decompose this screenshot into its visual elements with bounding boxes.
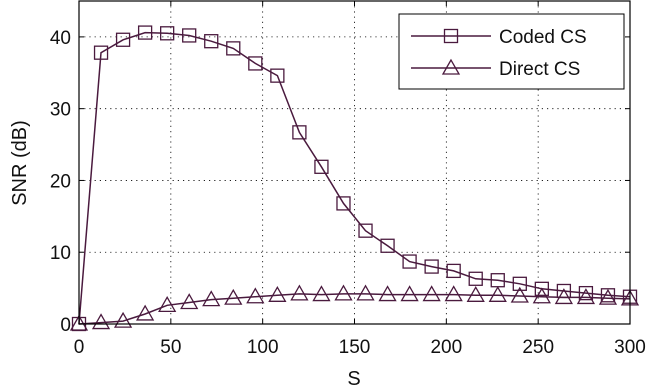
series-line (78, 31, 631, 325)
triangle-marker (422, 285, 441, 302)
x-tick-label: 300 (614, 337, 646, 358)
triangle-marker (576, 288, 596, 305)
square-marker (600, 288, 616, 303)
triangle-marker (312, 285, 331, 302)
square-marker (336, 196, 351, 211)
triangle-marker (202, 290, 221, 307)
square-marker (160, 26, 175, 41)
triangle-marker (113, 311, 133, 328)
triangle-marker (158, 296, 177, 312)
square-marker (226, 41, 241, 56)
triangle-marker (510, 286, 529, 303)
square-marker (512, 276, 527, 291)
legend-square-marker (443, 28, 459, 44)
square-marker (468, 271, 483, 286)
x-tick-label: 200 (430, 337, 462, 358)
square-marker (314, 159, 329, 174)
legend-label: Coded CS (499, 27, 587, 48)
x-axis-label: S (347, 368, 360, 389)
y-tick-label: 40 (50, 28, 71, 49)
triangle-marker (400, 285, 419, 302)
square-marker (204, 34, 219, 49)
square-marker (93, 45, 109, 60)
triangle-marker (290, 284, 309, 301)
triangle-marker (554, 288, 574, 305)
legend: Coded CS Direct CS (398, 13, 625, 90)
x-tick-label: 150 (339, 337, 371, 358)
triangle-marker (532, 287, 551, 304)
square-marker (358, 223, 373, 238)
square-marker (578, 285, 594, 301)
triangle-marker (488, 285, 507, 302)
square-marker (115, 32, 131, 47)
square-marker (424, 259, 439, 274)
y-axis-label: SNR (dB) (9, 120, 31, 206)
square-marker (446, 263, 461, 279)
triangle-marker (91, 313, 111, 330)
y-tick-label: 0 (60, 315, 71, 336)
triangle-marker (598, 288, 618, 305)
triangle-marker (180, 293, 199, 310)
square-marker (270, 68, 285, 83)
square-marker (137, 25, 153, 40)
series-direct-cs (69, 284, 640, 331)
legend-label: Direct CS (499, 59, 580, 80)
square-marker (534, 281, 549, 296)
triangle-marker (135, 304, 155, 321)
square-marker (380, 238, 395, 253)
legend-box (398, 13, 625, 90)
ticks: 0 50 100 150 200 250 300 0 10 20 30 40 (50, 1, 646, 358)
square-marker (292, 125, 307, 140)
x-tick-label: 250 (522, 337, 554, 358)
triangle-marker (444, 285, 463, 302)
triangle-marker (268, 285, 287, 302)
x-tick-label: 50 (160, 337, 181, 358)
x-tick-label: 100 (247, 337, 279, 358)
triangle-marker (378, 285, 397, 302)
triangle-marker (356, 284, 375, 301)
square-marker (182, 28, 197, 43)
triangle-marker (246, 287, 265, 304)
x-tick-label: 0 (74, 337, 85, 358)
triangle-marker (334, 284, 353, 301)
y-tick-label: 20 (50, 171, 71, 192)
y-tick-label: 30 (50, 100, 71, 121)
triangle-marker (224, 288, 243, 305)
triangle-marker (466, 285, 485, 302)
legend-triangle-marker (441, 58, 461, 75)
square-marker (402, 254, 417, 269)
square-marker (248, 56, 263, 71)
y-tick-label: 10 (50, 243, 71, 264)
triangle-marker (69, 314, 89, 331)
